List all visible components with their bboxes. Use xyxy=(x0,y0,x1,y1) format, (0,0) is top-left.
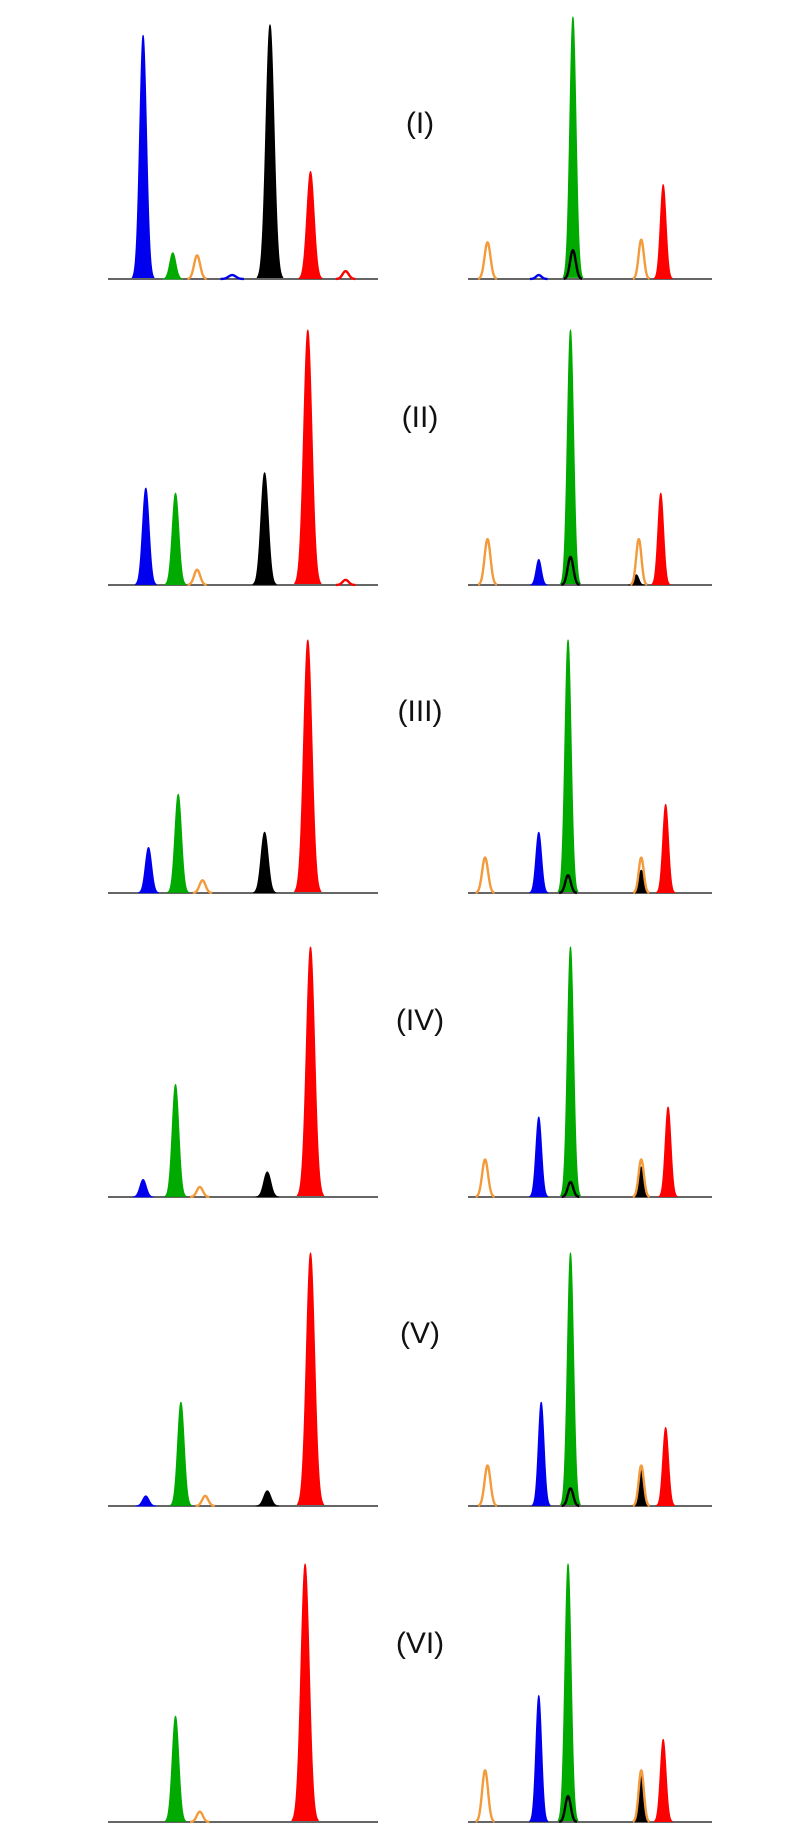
orange-peak xyxy=(186,568,208,587)
trace-right-row-2 xyxy=(468,329,712,587)
blue-peak xyxy=(529,1695,549,1822)
red-peak xyxy=(296,946,325,1197)
blue-peak xyxy=(131,34,155,279)
red-peak xyxy=(294,639,322,892)
trace-left-row-5 xyxy=(108,1252,378,1508)
green-peak xyxy=(560,329,581,584)
orange-peak xyxy=(189,1810,211,1824)
orange-peak xyxy=(631,1769,651,1823)
panel-label: (III) xyxy=(398,695,443,728)
red-peak xyxy=(291,1563,319,1821)
green-peak xyxy=(164,492,187,585)
orange-peak xyxy=(477,1464,498,1507)
orange-peak xyxy=(629,537,649,586)
orange-peak xyxy=(477,537,498,586)
orange-peak xyxy=(474,856,496,894)
orange-peak xyxy=(474,1769,496,1823)
blue-peak xyxy=(132,1179,154,1198)
black-peak xyxy=(255,1171,280,1198)
black-peak xyxy=(560,1487,581,1508)
green-peak xyxy=(167,793,190,893)
blue-peak xyxy=(135,1495,157,1507)
black-peak xyxy=(256,24,284,278)
green-peak xyxy=(164,1084,187,1197)
panel-label: (VI) xyxy=(396,1627,444,1660)
blue-peak xyxy=(529,831,549,894)
blue-peak xyxy=(529,273,549,281)
green-peak xyxy=(162,252,184,280)
trace-right-row-5 xyxy=(468,1252,712,1508)
trace-right-row-4 xyxy=(468,946,712,1199)
black-peak xyxy=(560,555,581,587)
orange-peak xyxy=(191,879,214,895)
red-peak xyxy=(653,1738,673,1823)
red-peak xyxy=(653,184,673,279)
green-peak xyxy=(557,1563,579,1821)
panel-label: (II) xyxy=(402,401,439,434)
panel-label: (IV) xyxy=(396,1004,444,1037)
red-peak xyxy=(294,329,322,584)
black-peak xyxy=(252,831,277,894)
trace-left-row-3 xyxy=(108,639,378,895)
red-peak xyxy=(335,269,357,281)
trace-right-row-1 xyxy=(468,16,712,281)
blue-peak xyxy=(529,559,548,586)
orange-peak xyxy=(631,1464,651,1507)
black-peak xyxy=(560,1180,581,1199)
panel-label: (I) xyxy=(406,107,434,140)
orange-peak xyxy=(189,1185,211,1199)
trace-left-row-6 xyxy=(108,1563,378,1824)
orange-peak xyxy=(631,238,651,280)
black-peak xyxy=(255,1490,280,1507)
blue-peak xyxy=(529,1116,549,1198)
red-peak xyxy=(296,1252,325,1505)
green-peak xyxy=(560,1252,581,1505)
panel-label: (V) xyxy=(400,1317,440,1350)
blue-peak xyxy=(531,1401,551,1506)
trace-left-row-4 xyxy=(108,946,378,1199)
black-peak xyxy=(252,472,277,585)
trace-right-row-3 xyxy=(468,639,712,895)
blue-peak xyxy=(219,273,245,281)
green-peak xyxy=(562,16,584,278)
trace-right-row-6 xyxy=(468,1563,712,1824)
red-peak xyxy=(658,1106,678,1197)
orange-peak xyxy=(186,254,208,281)
blue-peak xyxy=(137,846,160,894)
green-peak xyxy=(164,1715,187,1822)
black-peak xyxy=(558,874,578,895)
red-peak xyxy=(298,171,323,279)
trace-left-row-1 xyxy=(108,24,378,281)
blue-peak xyxy=(134,487,157,585)
trace-left-row-2 xyxy=(108,329,378,587)
green-peak xyxy=(557,639,579,892)
orange-peak xyxy=(194,1494,216,1508)
orange-peak xyxy=(477,241,498,280)
orange-peak xyxy=(632,856,651,894)
green-peak xyxy=(560,946,581,1197)
black-peak xyxy=(562,248,583,281)
black-peak xyxy=(558,1795,578,1824)
orange-peak xyxy=(474,1158,496,1198)
red-peak xyxy=(656,1427,676,1507)
orange-peak xyxy=(631,1158,651,1198)
green-peak xyxy=(169,1401,192,1506)
red-peak xyxy=(335,578,357,587)
red-peak xyxy=(651,492,671,585)
red-peak xyxy=(656,803,676,893)
